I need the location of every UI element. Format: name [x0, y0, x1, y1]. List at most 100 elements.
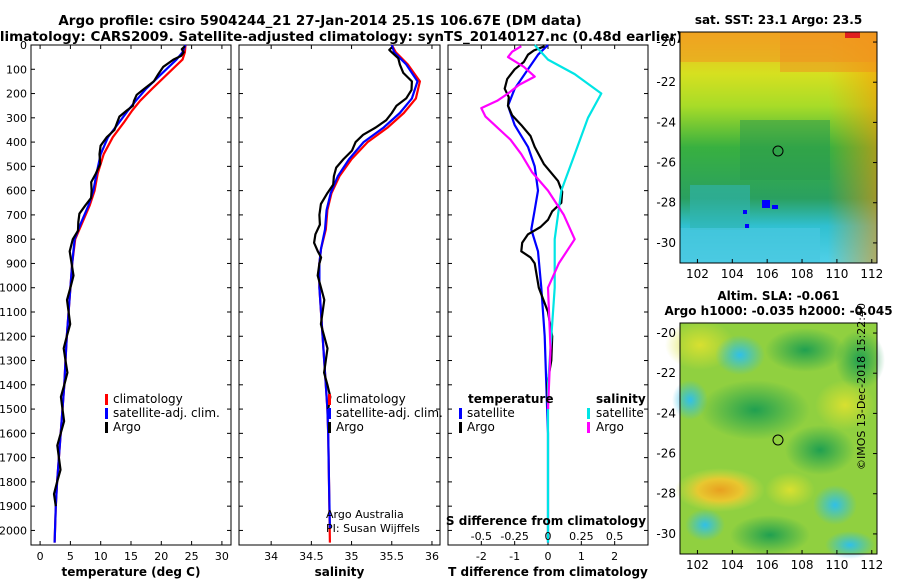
x2-tick-label: 0.5: [606, 530, 624, 543]
footer-credit: ©IMOS 13-Dec-2018 15:22:40: [855, 303, 868, 470]
depth-tick-label: 1600: [0, 427, 27, 440]
credit-annotation: Argo Australia: [326, 508, 404, 521]
depth-tick-label: 1300: [0, 355, 27, 368]
depth-tick-label: 1000: [0, 282, 27, 295]
map-y-tick-label: -20: [656, 35, 676, 49]
series-line-argo: [52, 45, 186, 507]
x-tick-label: 36: [425, 550, 439, 563]
sla-map-axes: 102 104 106 108 110 112 -20 -22 -24 -26 -28 -30: [656, 326, 883, 572]
series-line-satellite-adj-clim-: [53, 44, 187, 543]
series-line-salinity-satellite: [533, 44, 603, 543]
depth-tick-label: 1400: [0, 379, 27, 392]
legend-label: satellite-adj. clim.: [113, 406, 220, 420]
depth-tick-label: 100: [6, 63, 27, 76]
legend-swatch: [459, 422, 462, 433]
depth-tick-label: 1900: [0, 500, 27, 513]
series-line-temperature-satellite: [506, 44, 550, 543]
x-axis-label: temperature (deg C): [62, 565, 201, 579]
map-x-tick-label: 106: [756, 558, 779, 572]
depth-tick-label: 500: [6, 160, 27, 173]
difference-plot: -2 -1 0 1 2 T difference from climatology -0.5…: [446, 44, 648, 579]
sla-map-title-1: Altim. SLA: -0.061: [717, 289, 840, 303]
depth-tick-label: 700: [6, 209, 27, 222]
map-y-tick-label: -22: [656, 75, 676, 89]
x2-tick-label: 0.25: [569, 530, 594, 543]
legend-title-salinity: salinity: [596, 392, 646, 406]
series-line-satellite-adj-clim-: [318, 44, 419, 529]
map-y-tick-label: -28: [656, 487, 676, 501]
depth-tick-label: 1500: [0, 403, 27, 416]
depth-axis: 0 100 200 300 400 500 600 700 800 900 1000 1100 1200…: [0, 39, 648, 537]
map-x-tick-label: 102: [686, 558, 709, 572]
x-tick-label: 2: [611, 550, 618, 563]
legend-swatch: [105, 394, 108, 405]
legend-label: Argo: [336, 420, 364, 434]
legend-swatch: [587, 422, 590, 433]
legend-label: Argo: [596, 420, 624, 434]
x-axis-label: salinity: [315, 565, 365, 579]
map-y-tick-label: -26: [656, 447, 676, 461]
profile-location-marker-sst: [772, 145, 784, 157]
x2-tick-label: -0.25: [500, 530, 528, 543]
map-y-tick-label: -30: [656, 527, 676, 541]
legend-label: climatology: [336, 392, 406, 406]
map-x-tick-label: 108: [791, 558, 814, 572]
depth-tick-label: 1700: [0, 452, 27, 465]
depth-tick-label: 1200: [0, 330, 27, 343]
sla-map: [665, 320, 885, 559]
x-tick-label: 35.5: [380, 550, 405, 563]
legend-label: satellite: [596, 406, 644, 420]
map-y-tick-label: -22: [656, 366, 676, 380]
title-line-2: Climatology: CARS2009. Satellite-adjuste…: [0, 29, 683, 45]
legend-swatch: [328, 422, 331, 433]
depth-tick-label: 800: [6, 233, 27, 246]
legend-swatch: [587, 408, 590, 419]
depth-tick-label: 400: [6, 136, 27, 149]
title-line-1: Argo profile: csiro 5904244_21 27-Jan-20…: [58, 13, 582, 29]
depth-tick-label: 300: [6, 112, 27, 125]
map-x-tick-label: 102: [686, 267, 709, 281]
salinity-panel-frame: [238, 44, 441, 546]
x-tick-label: 30: [215, 550, 229, 563]
x2-axis-label: S difference from climatology: [446, 514, 646, 528]
x-tick-label: 35: [345, 550, 359, 563]
x2-tick-label: 0: [545, 530, 552, 543]
legend-swatch: [459, 408, 462, 419]
depth-tick-label: 600: [6, 185, 27, 198]
legend-title-temperature: temperature: [468, 392, 553, 406]
map-x-tick-label: 104: [721, 267, 744, 281]
legend-label: satellite-adj. clim.: [336, 406, 443, 420]
legend-swatch: [328, 394, 331, 405]
legend-swatch: [328, 408, 331, 419]
depth-tick-label: 2000: [0, 524, 27, 537]
map-x-tick-label: 108: [791, 267, 814, 281]
depth-tick-label: 900: [6, 257, 27, 270]
sla-map-title-2: Argo h1000: -0.035 h2000: -0.045: [664, 304, 893, 318]
map-x-tick-label: 104: [721, 558, 744, 572]
map-x-tick-label: 112: [860, 267, 883, 281]
salinity-plot: 34 34.5 35 35.5 36 salinity climatologysatelli…: [264, 44, 443, 579]
sst-map-axes: 102 104 106 108 110 112 -20 -22 -24 -26 -28 -30: [656, 35, 883, 281]
x-tick-label: 10: [94, 550, 108, 563]
legend-label: climatology: [113, 392, 183, 406]
x-tick-label: 0: [545, 550, 552, 563]
series-line-climatology: [318, 44, 421, 543]
sst-map-title: sat. SST: 23.1 Argo: 23.5: [694, 13, 863, 27]
x-tick-label: 5: [67, 550, 74, 563]
legend-swatch: [105, 408, 108, 419]
series-line-temperature-argo: [503, 45, 564, 410]
depth-tick-label: 1800: [0, 476, 27, 489]
map-y-tick-label: -28: [656, 196, 676, 210]
map-y-tick-label: -26: [656, 156, 676, 170]
x-tick-label: -1: [509, 550, 520, 563]
temperature-plot: 0 5 10 15 20 25 30 temperature (deg C) climatolo…: [37, 44, 229, 579]
map-y-tick-label: -20: [656, 326, 676, 340]
x-tick-label: 20: [154, 550, 168, 563]
sst-map: [679, 31, 878, 264]
depth-tick-label: 1100: [0, 306, 27, 319]
legend-swatch: [105, 422, 108, 433]
series-line-salinity-argo: [480, 45, 576, 410]
depth-tick-label: 0: [20, 39, 27, 52]
x-tick-label: 34.5: [299, 550, 324, 563]
